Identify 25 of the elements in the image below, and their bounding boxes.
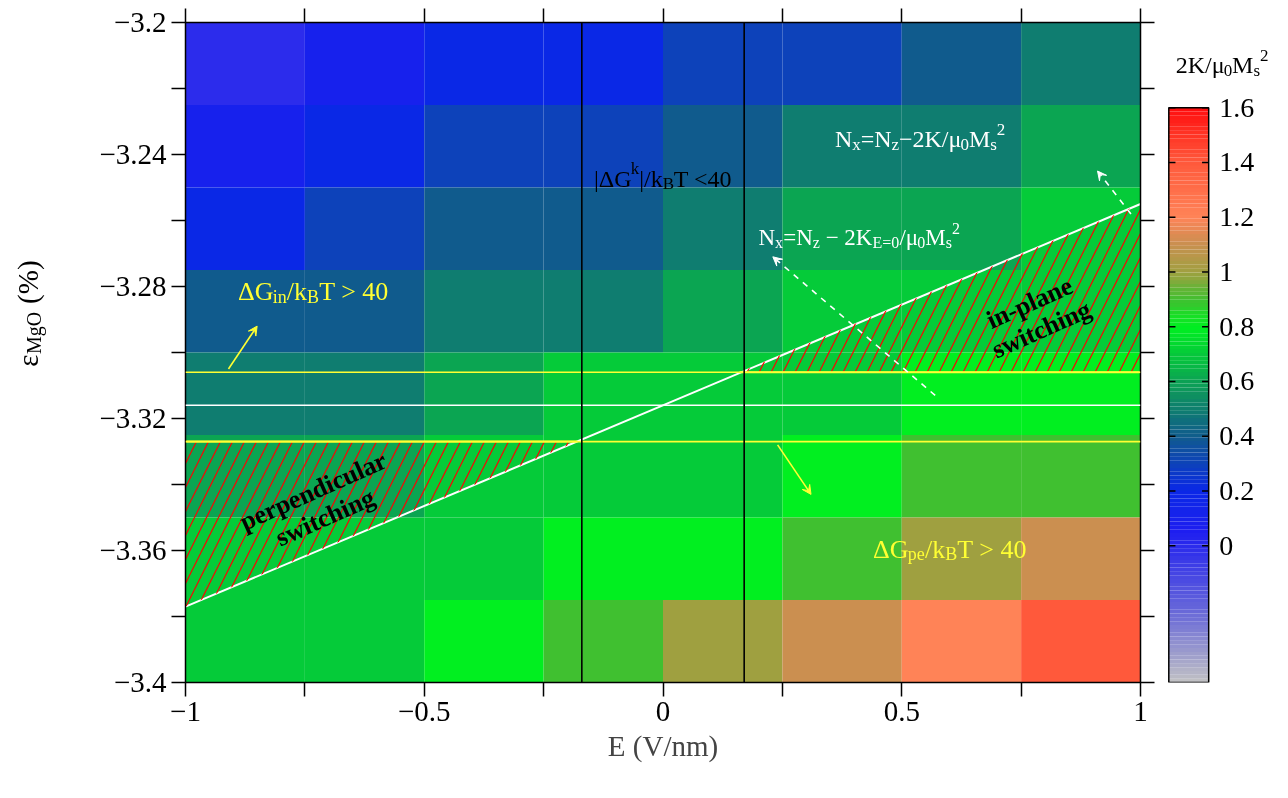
x-tick-label: −1 [170, 694, 201, 727]
annotation: ΔGin/kBT > 40 [238, 277, 389, 307]
color-bar-label: 1 [1219, 255, 1234, 287]
y-tick-label: −3.36 [99, 534, 167, 566]
y-tick-label: −3.2 [113, 6, 167, 38]
color-bar-label: 0.6 [1219, 365, 1255, 397]
y-tick-label: −3.24 [99, 138, 167, 170]
color-bar-label: 0 [1219, 529, 1234, 561]
color-bar-label: 1.6 [1219, 91, 1255, 123]
color-bar-label: 1.4 [1219, 146, 1255, 178]
color-bar-label: 1.2 [1219, 201, 1255, 233]
color-bar-label: 0.4 [1219, 420, 1255, 452]
color-bar-label: 0.2 [1219, 474, 1255, 506]
annotation: ΔGpe/kBT > 40 [873, 534, 1027, 565]
color-bar-label: 0.8 [1219, 310, 1255, 342]
x-tick-label: 0.5 [883, 694, 920, 727]
x-axis-title: E (V/nm) [607, 729, 719, 763]
x-tick-label: −0.5 [397, 694, 451, 727]
x-tick-label: 0 [655, 694, 671, 727]
y-tick-label: −3.4 [113, 666, 167, 698]
text: Nx=Nz − 2KE=0/μ0Ms2 [758, 219, 961, 252]
y-tick-label: −3.28 [99, 270, 167, 302]
y-tick-label: −3.32 [99, 402, 167, 434]
y-axis-title: εMgO (%) [12, 260, 46, 367]
x-tick-label: 1 [1133, 694, 1148, 727]
